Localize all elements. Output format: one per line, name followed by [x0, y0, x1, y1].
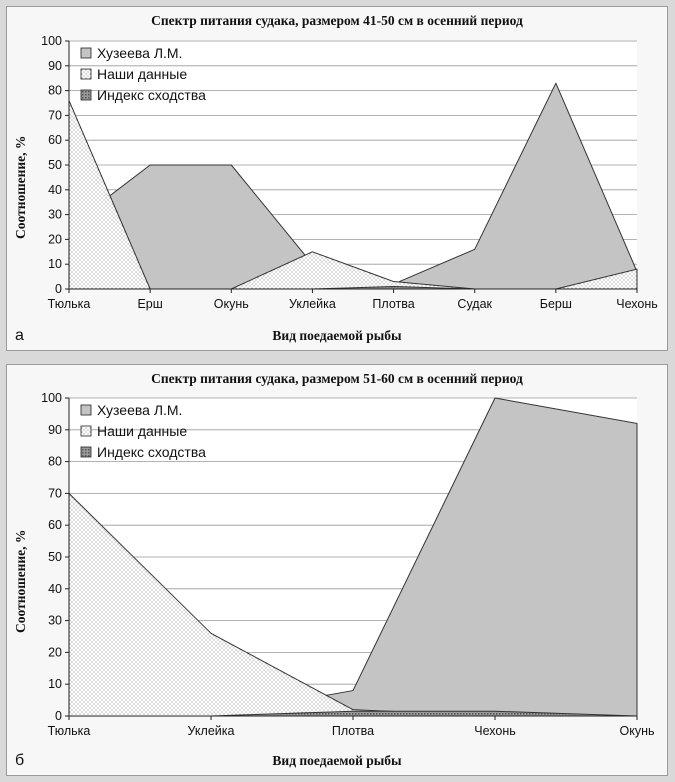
y-tick-label: 30 [48, 208, 62, 222]
chart-panel-a: Спектр питания судака, размером 41-50 см… [6, 6, 668, 351]
legend-label: Хузеева Л.М. [97, 45, 182, 61]
legend-swatch [80, 89, 92, 101]
y-tick-label: 80 [48, 84, 62, 98]
y-tick-label: 50 [48, 550, 62, 564]
legend-item-our-data: Наши данные [80, 423, 187, 439]
legend-label: Индекс сходства [97, 87, 206, 103]
legend-item-similarity-index: Индекс сходства [80, 87, 206, 103]
y-tick-label: 60 [48, 133, 62, 147]
chart-panel-b: Спектр питания судака, размером 51-60 см… [6, 364, 668, 776]
x-axis-title: Вид поедаемой рыбы [272, 328, 402, 343]
legend-item-huzeeva: Хузеева Л.М. [80, 45, 182, 61]
legend-swatch [80, 404, 92, 416]
x-tick-label: Тюлька [48, 724, 91, 738]
x-tick-label: Чехонь [616, 297, 658, 311]
x-tick-label: Судак [457, 297, 492, 311]
y-tick-label: 80 [48, 455, 62, 469]
chart-plot-a: 0 10 20 30 40 50 60 70 80 90 100 Тюлька Ерш Окунь Укле… [41, 34, 658, 311]
y-tick-label: 20 [48, 232, 62, 246]
chart-title: Спектр питания судака, размером 41-50 см… [151, 13, 523, 28]
panel-label: б [15, 752, 25, 769]
x-tick-label: Окунь [214, 297, 249, 311]
y-tick-label: 0 [55, 709, 62, 723]
legend-item-huzeeva: Хузеева Л.М. [80, 402, 182, 418]
y-tick-label: 10 [48, 677, 62, 691]
y-tick-label: 40 [48, 183, 62, 197]
legend-label: Наши данные [97, 66, 187, 82]
x-tick-label: Тюлька [48, 297, 91, 311]
y-tick-label: 100 [41, 34, 62, 48]
y-tick-label: 30 [48, 614, 62, 628]
legend-swatch [80, 446, 92, 458]
y-tick-label: 10 [48, 257, 62, 271]
legend-swatch [80, 47, 92, 59]
legend-item-similarity-index: Индекс сходства [80, 444, 206, 460]
legend-label: Хузеева Л.М. [97, 402, 182, 418]
legend-label: Наши данные [97, 423, 187, 439]
y-tick-label: 90 [48, 423, 62, 437]
y-tick-label: 0 [55, 282, 62, 296]
y-tick-label: 70 [48, 108, 62, 122]
y-tick-label: 20 [48, 645, 62, 659]
y-tick-label: 90 [48, 59, 62, 73]
x-tick-label: Берш [540, 297, 572, 311]
x-tick-label: Уклейка [289, 297, 336, 311]
x-tick-label: Уклейка [188, 724, 235, 738]
x-tick-label: Окунь [620, 724, 655, 738]
chart-plot-b: 0 10 20 30 40 50 60 70 80 90 100 Тюлька Уклейка Плотв… [41, 391, 655, 738]
y-tick-label: 70 [48, 486, 62, 500]
x-tick-label: Чехонь [474, 724, 516, 738]
legend-item-our-data: Наши данные [80, 66, 187, 82]
legend-swatch [80, 425, 92, 437]
y-tick-label: 60 [48, 518, 62, 532]
x-axis-title: Вид поедаемой рыбы [272, 753, 402, 768]
legend-label: Индекс сходства [97, 444, 206, 460]
y-tick-label: 100 [41, 391, 62, 405]
x-tick-label: Ерш [137, 297, 162, 311]
y-axis-title: Соотношение, % [13, 529, 28, 633]
chart-title: Спектр питания судака, размером 51-60 см… [151, 371, 523, 386]
y-axis-title: Соотношение, % [13, 135, 28, 239]
series-area-our-data [68, 100, 638, 290]
x-tick-label: Плотва [332, 724, 374, 738]
legend-swatch [80, 68, 92, 80]
y-tick-label: 50 [48, 158, 62, 172]
panel-label: а [15, 327, 24, 344]
y-tick-label: 40 [48, 582, 62, 596]
x-tick-label: Плотва [372, 297, 414, 311]
